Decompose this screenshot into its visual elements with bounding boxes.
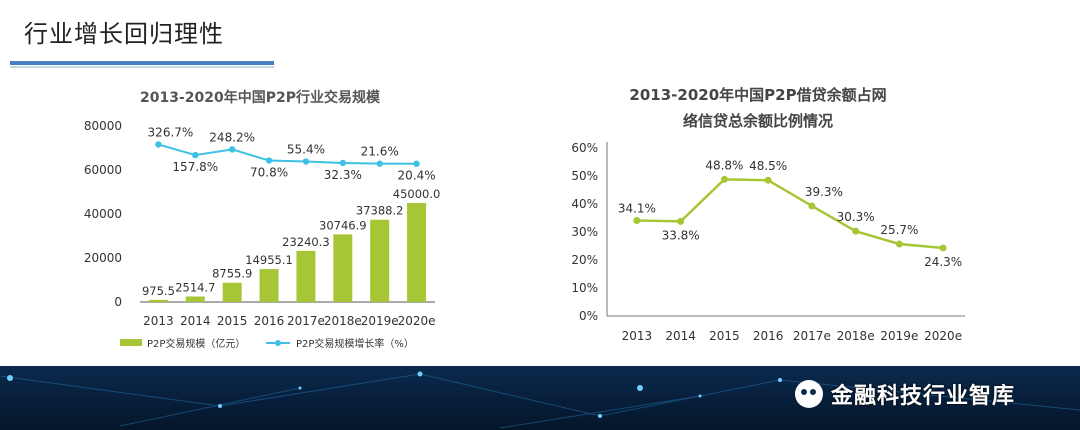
growth-rate-point (302, 158, 310, 165)
growth-rate-line (158, 143, 417, 165)
footer-network-decoration (0, 371, 1080, 429)
ratio-label: 48.8% (705, 158, 743, 172)
watermark: 金融科技行业智库 (795, 378, 1015, 410)
legend-bar-label: P2P交易规模（亿元） (147, 337, 245, 350)
y-tick-label: 0% (579, 309, 598, 323)
x-tick-label: 2014 (180, 314, 211, 328)
growth-rate-label: 70.8% (250, 166, 288, 180)
growth-rate-label: 20.4% (398, 169, 436, 183)
y-tick-label: 0 (114, 295, 122, 309)
y-tick-label: 20% (571, 253, 598, 267)
y-tick-label: 40000 (84, 207, 122, 221)
x-tick-label: 2015 (709, 329, 740, 343)
bar (333, 234, 353, 302)
y-tick-label: 40% (571, 197, 598, 211)
y-tick-label: 30% (571, 225, 598, 239)
x-tick-label: 2017e (287, 314, 325, 328)
title-underline (10, 61, 274, 65)
x-tick-label: 2016 (753, 329, 784, 343)
legend-bar-swatch (120, 339, 142, 346)
title-underline-shadow (10, 66, 274, 68)
ratio-point (895, 240, 903, 248)
bar (185, 296, 205, 302)
legend-line-label: P2P交易规模增长率（%） (296, 337, 414, 350)
growth-rate-point (228, 146, 236, 153)
footer-banner (0, 366, 1080, 430)
y-tick-label: 60% (571, 141, 598, 155)
bar-value-label: 2514.7 (175, 280, 215, 294)
ratio-point (677, 217, 685, 225)
y-tick-label: 20000 (84, 251, 122, 265)
x-tick-label: 2020e (924, 329, 962, 343)
bar (259, 269, 279, 302)
growth-rate-point (376, 160, 383, 167)
x-tick-label: 2018e (837, 329, 875, 343)
ratio-point (764, 176, 772, 184)
ratio-label: 25.7% (880, 223, 918, 237)
ratio-label: 30.3% (837, 210, 875, 224)
watermark-text: 金融科技行业智库 (831, 384, 1016, 409)
bar (370, 219, 390, 302)
ratio-point (808, 202, 816, 210)
growth-rate-point (339, 159, 347, 167)
ratio-label: 39.3% (805, 185, 843, 199)
page-title: 行业增长回归理性 (24, 20, 224, 48)
chart-title: 络信贷总余额比例情况 (683, 112, 833, 130)
growth-rate-label: 157.8% (172, 160, 218, 174)
growth-rate-label: 248.2% (209, 130, 255, 144)
bar-value-label: 30746.9 (319, 218, 367, 232)
x-tick-label: 2020e (398, 314, 436, 328)
y-tick-label: 50% (571, 169, 598, 183)
wechat-icon (795, 380, 823, 408)
x-tick-label: 2019e (880, 329, 918, 343)
growth-rate-label: 21.6% (361, 145, 399, 159)
transaction-volume-svg: 2013-2020年中国P2P行业交易规模 80000 60000 40000 2000… (84, 89, 441, 350)
ratio-point (720, 175, 728, 183)
x-tick-label: 2015 (217, 314, 248, 328)
bar (222, 282, 242, 302)
ratio-label: 24.3% (924, 255, 962, 269)
ratio-label: 33.8% (662, 228, 700, 242)
bar (296, 250, 316, 302)
x-tick-label: 2018e (324, 314, 362, 328)
ratio-label: 48.5% (749, 159, 787, 173)
ratio-point (852, 227, 860, 235)
growth-rate-label: 326.7% (148, 125, 194, 139)
transaction-volume-chart: 2013-2020年中国P2P行业交易规模 80000 60000 40000 2000… (60, 80, 460, 365)
x-tick-label: 2014 (665, 329, 696, 343)
ratio-point (939, 244, 947, 252)
bar (148, 299, 168, 302)
growth-rate-point (413, 160, 420, 167)
x-tick-label: 2016 (254, 314, 285, 328)
growth-rate-point (265, 157, 273, 164)
bar (407, 203, 427, 302)
bar-value-label: 975.5 (142, 284, 175, 298)
y-tick-label: 10% (571, 281, 598, 295)
growth-rate-label: 55.4% (287, 143, 325, 157)
growth-rate-label: 32.3% (324, 168, 362, 182)
y-tick-label: 80000 (84, 119, 122, 133)
x-tick-label: 2013 (143, 314, 174, 328)
bar-value-label: 45000.0 (393, 187, 441, 201)
growth-rate-point (155, 141, 162, 148)
x-tick-label: 2013 (622, 329, 653, 343)
y-tick-label: 60000 (84, 163, 122, 177)
legend-line-marker (275, 340, 281, 346)
ratio-line (636, 178, 944, 250)
loan-balance-ratio-chart: 2013-2020年中国P2P借贷余额占网 络信贷总余额比例情况 60% 50% 40%… (540, 78, 980, 368)
bar-value-label: 8755.9 (212, 267, 252, 281)
chart-title: 2013-2020年中国P2P借贷余额占网 (629, 86, 886, 104)
bar-value-label: 14955.1 (245, 253, 293, 267)
chart-title: 2013-2020年中国P2P行业交易规模 (140, 89, 381, 106)
x-tick-label: 2019e (361, 314, 399, 328)
x-tick-label: 2017e (793, 329, 831, 343)
growth-rate-point (192, 151, 199, 159)
ratio-label: 34.1% (618, 202, 656, 216)
bar-value-label: 23240.3 (282, 235, 330, 249)
ratio-point (633, 217, 641, 225)
bar-value-label: 37388.2 (356, 204, 404, 218)
